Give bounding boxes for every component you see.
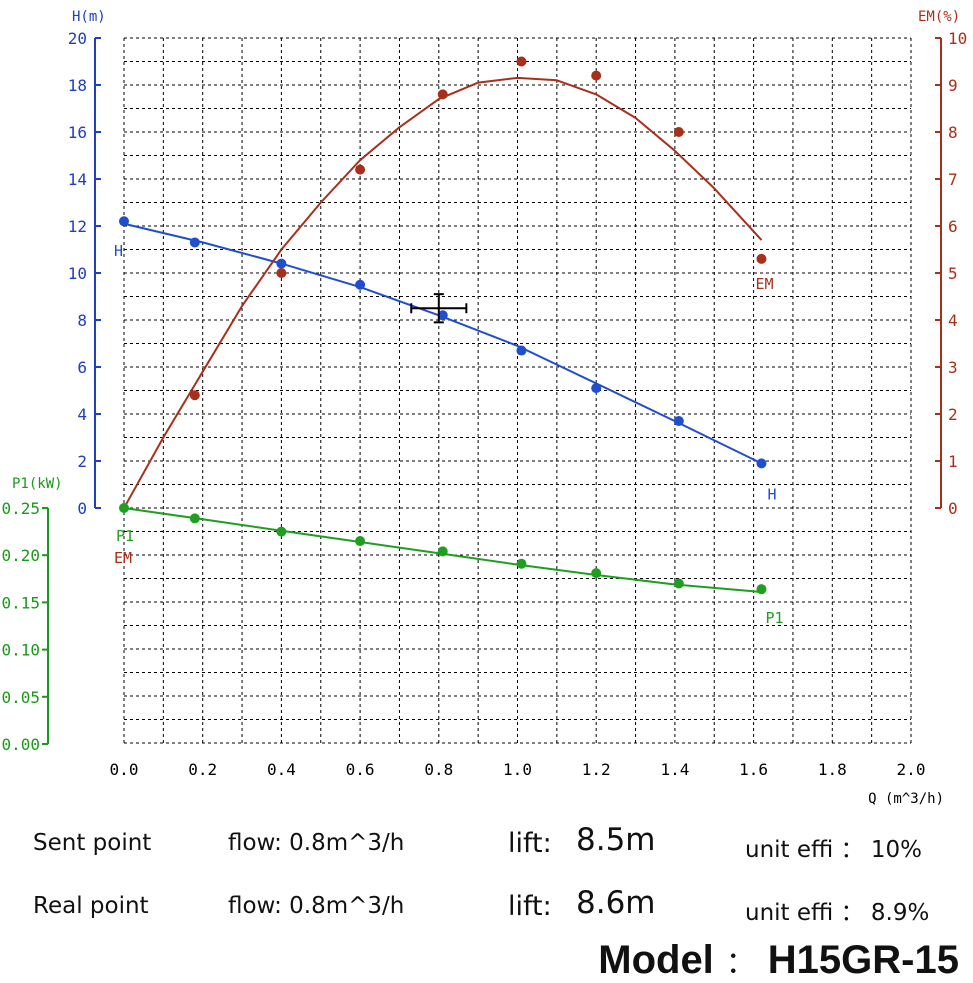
x-tick-label: 0.2 bbox=[188, 760, 217, 779]
x-tick-label: 0.6 bbox=[346, 760, 375, 779]
real-lift-value: 8.6m bbox=[576, 885, 656, 921]
sent-lift-value: 8.5m bbox=[576, 822, 656, 858]
end-label-h: H bbox=[767, 485, 776, 503]
h-tick-label: 10 bbox=[68, 264, 87, 283]
data-point-p1 bbox=[756, 584, 767, 595]
h-tick-label: 12 bbox=[68, 217, 87, 236]
data-point-em bbox=[516, 56, 527, 67]
em-tick-label: 0 bbox=[948, 499, 958, 518]
x-tick-label: 0.8 bbox=[424, 760, 453, 779]
h-tick-label: 16 bbox=[68, 123, 87, 142]
data-point-em bbox=[673, 127, 684, 137]
em-tick-label: 4 bbox=[948, 311, 958, 330]
chart-axes: 02468101214161820H(m)012345678910EM(%)0.… bbox=[1, 9, 967, 807]
end-label-p1: P1 bbox=[765, 609, 783, 627]
x-tick-label: 1.8 bbox=[818, 760, 847, 779]
data-point-em bbox=[591, 70, 602, 81]
em-tick-label: 2 bbox=[948, 405, 958, 424]
sent-flow: flow: 0.8m^3/h bbox=[228, 830, 405, 856]
em-tick-label: 1 bbox=[948, 452, 958, 471]
x-tick-label: 1.2 bbox=[582, 760, 611, 779]
p1-tick-label: 0.00 bbox=[1, 735, 40, 754]
data-point-em bbox=[756, 253, 767, 264]
data-point-p1 bbox=[437, 546, 448, 557]
real-lift-label: lift: bbox=[508, 891, 552, 922]
x-tick-label: 1.6 bbox=[739, 760, 768, 779]
data-point-p1 bbox=[591, 568, 602, 579]
em-tick-label: 7 bbox=[948, 170, 958, 189]
data-point-em bbox=[437, 89, 448, 100]
model-separator: ： bbox=[725, 947, 756, 980]
data-point-em bbox=[276, 268, 287, 278]
pump-performance-chart: 02468101214161820H(m)012345678910EM(%)0.… bbox=[1, 9, 967, 807]
model-value: H15GR-15 bbox=[767, 938, 959, 982]
em-tick-label: 8 bbox=[948, 123, 958, 142]
h-tick-label: 2 bbox=[77, 452, 87, 471]
em-tick-label: 3 bbox=[948, 358, 958, 377]
data-point-h bbox=[119, 216, 129, 227]
h-tick-label: 6 bbox=[77, 358, 87, 377]
data-point-p1 bbox=[119, 503, 129, 513]
data-point-p1 bbox=[276, 526, 287, 537]
p1-axis-title: P1(kW) bbox=[12, 476, 63, 492]
data-point-h bbox=[591, 383, 602, 394]
em-tick-label: 6 bbox=[948, 217, 958, 236]
em-axis-title: EM(%) bbox=[918, 9, 960, 25]
x-tick-label: 0.0 bbox=[110, 760, 139, 779]
data-point-h bbox=[673, 416, 684, 427]
chart-grid bbox=[123, 37, 912, 744]
sent-point-label: Sent point bbox=[33, 830, 152, 856]
start-label-h: H bbox=[114, 242, 123, 260]
x-tick-label: 1.0 bbox=[503, 760, 532, 779]
data-point-em bbox=[355, 164, 366, 175]
real-point-label: Real point bbox=[33, 893, 149, 919]
series-line-em bbox=[123, 76, 763, 509]
h-tick-label: 0 bbox=[77, 499, 87, 518]
em-tick-label: 9 bbox=[948, 76, 958, 95]
real-point-row: Real point flow: 0.8m^3/h lift: 8.6m uni… bbox=[0, 885, 973, 929]
start-label-p1: P1 bbox=[116, 527, 134, 545]
sent-lift-label: lift: bbox=[508, 828, 552, 859]
data-point-p1 bbox=[355, 536, 366, 547]
h-tick-label: 8 bbox=[77, 311, 87, 330]
h-tick-label: 14 bbox=[68, 170, 87, 189]
data-point-em bbox=[189, 390, 200, 401]
chart-series bbox=[119, 56, 767, 595]
em-tick-label: 10 bbox=[948, 29, 967, 48]
h-tick-label: 4 bbox=[77, 405, 87, 424]
h-axis-title: H(m) bbox=[72, 9, 106, 25]
p1-tick-label: 0.10 bbox=[1, 641, 40, 660]
x-tick-label: 2.0 bbox=[897, 760, 926, 779]
model-caption: Model ： H15GR-15 bbox=[598, 938, 959, 983]
p1-tick-label: 0.20 bbox=[1, 546, 40, 565]
data-point-h bbox=[437, 310, 448, 321]
p1-tick-label: 0.25 bbox=[1, 499, 40, 518]
end-label-em: EM bbox=[755, 275, 773, 293]
data-point-p1 bbox=[189, 513, 200, 524]
p1-tick-label: 0.15 bbox=[1, 593, 40, 612]
sent-unit-effi: unit effi ： 10% bbox=[745, 837, 923, 863]
data-point-p1 bbox=[673, 578, 684, 589]
h-tick-label: 18 bbox=[68, 76, 87, 95]
x-tick-label: 0.4 bbox=[267, 760, 296, 779]
x-axis-title: Q (m^3/h) bbox=[868, 791, 944, 807]
data-point-h bbox=[516, 345, 527, 356]
h-tick-label: 20 bbox=[68, 29, 87, 48]
real-flow: flow: 0.8m^3/h bbox=[228, 893, 405, 919]
x-tick-label: 1.4 bbox=[660, 760, 689, 779]
model-label: Model bbox=[598, 938, 714, 982]
chart-labels: H EM P1 P1 EM H bbox=[114, 242, 784, 627]
p1-tick-label: 0.05 bbox=[1, 688, 40, 707]
data-point-h bbox=[189, 237, 200, 248]
data-point-p1 bbox=[516, 558, 527, 569]
data-point-h bbox=[355, 279, 366, 290]
start-label-em: EM bbox=[114, 549, 132, 567]
data-point-h bbox=[756, 458, 767, 469]
data-point-h bbox=[276, 258, 287, 269]
em-tick-label: 5 bbox=[948, 264, 958, 283]
sent-point-row: Sent point flow: 0.8m^3/h lift: 8.5m uni… bbox=[0, 822, 973, 866]
real-unit-effi: unit effi ： 8.9% bbox=[745, 900, 930, 926]
